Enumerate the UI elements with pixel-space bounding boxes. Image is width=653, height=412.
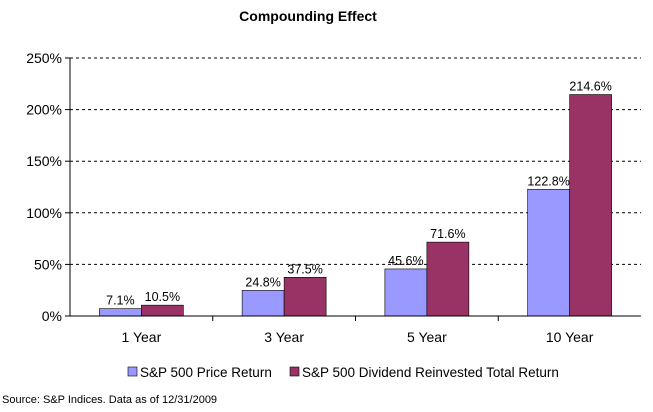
legend-swatch xyxy=(127,366,138,377)
data-labels: 7.1% 10.5% 24.8% 37.5% 45.6% 71.6% 122.8% 214.6… xyxy=(106,80,612,308)
y-tick-label: 0% xyxy=(42,308,62,324)
y-tick-label: 200% xyxy=(26,102,62,118)
x-tick-label: 5 Year xyxy=(407,329,447,345)
x-tick-label: 1 Year xyxy=(122,329,162,345)
chart-title: Compounding Effect xyxy=(239,8,377,24)
y-tick-label: 100% xyxy=(26,205,62,221)
data-label: 45.6% xyxy=(388,254,423,268)
legend: S&P 500 Price Return S&P 500 Dividend Rei… xyxy=(127,365,559,380)
bar-total-return xyxy=(569,94,612,317)
x-tick-label: 3 Year xyxy=(264,329,304,345)
bar-total-return xyxy=(426,241,470,317)
legend-swatch xyxy=(289,366,300,377)
data-label: 7.1% xyxy=(106,294,135,308)
y-tick-label: 50% xyxy=(34,256,62,272)
x-tick-label: 10 Year xyxy=(546,329,594,345)
y-axis-ticks: 0% 50% 100% 150% 200% 250% xyxy=(26,50,70,324)
data-label: 24.8% xyxy=(245,275,280,289)
y-tick-label: 250% xyxy=(26,50,62,66)
legend-label: S&P 500 Dividend Reinvested Total Return xyxy=(302,365,559,380)
bar-price-return xyxy=(99,308,142,317)
bar-total-return xyxy=(283,276,327,317)
bar-price-return xyxy=(384,268,428,317)
data-label: 214.6% xyxy=(569,80,611,94)
axes xyxy=(69,58,641,317)
y-tick-label: 150% xyxy=(26,153,62,169)
bar-price-return xyxy=(241,290,285,317)
x-axis-ticks: 1 Year 3 Year 5 Year 10 Year xyxy=(122,316,594,345)
bar-price-return xyxy=(527,188,570,317)
data-label: 71.6% xyxy=(430,227,465,241)
bars xyxy=(99,94,612,317)
source-note: Source: S&P Indices. Data as of 12/31/20… xyxy=(2,394,218,406)
data-label: 122.8% xyxy=(527,174,569,188)
data-label: 10.5% xyxy=(145,290,180,304)
legend-label: S&P 500 Price Return xyxy=(140,365,272,380)
data-label: 37.5% xyxy=(287,262,322,276)
bar-total-return xyxy=(141,304,184,317)
